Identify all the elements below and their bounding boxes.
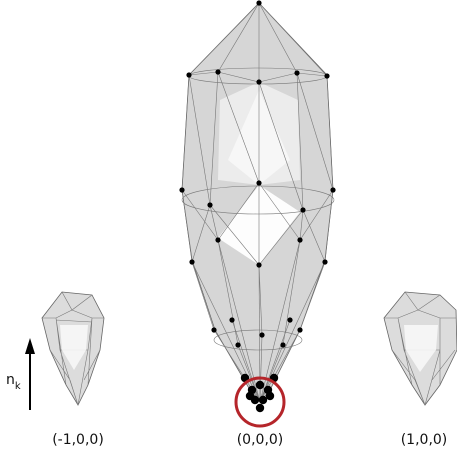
- vertex: [259, 332, 264, 337]
- vertex: [189, 259, 194, 264]
- vertex: [256, 180, 261, 185]
- vertex: [211, 327, 216, 332]
- label: (1,0,0): [401, 432, 448, 448]
- vertex: [280, 342, 285, 347]
- vertex: [322, 259, 327, 264]
- vertex: [287, 317, 292, 322]
- label: (0,0,0): [237, 432, 284, 448]
- vertex: [297, 327, 302, 332]
- arrow-head: [25, 338, 35, 354]
- polytopes: [42, 0, 457, 426]
- axis-subscript: k: [15, 381, 21, 392]
- figure: nk (-1,0,0) (0,0,0) (1,0,0): [0, 0, 457, 456]
- vertex: [256, 0, 261, 5]
- axis-base: n: [6, 372, 15, 388]
- vertex: [256, 404, 264, 412]
- vertex: [300, 207, 305, 212]
- vertex: [256, 381, 264, 389]
- label: (-1,0,0): [52, 432, 104, 448]
- vertex: [297, 237, 302, 242]
- axis-label: nk: [6, 372, 21, 392]
- vertex: [207, 202, 212, 207]
- vertex: [235, 342, 240, 347]
- vertex: [324, 73, 329, 78]
- vertex: [246, 392, 254, 400]
- vertex: [294, 70, 299, 75]
- vertex: [256, 262, 261, 267]
- vertex: [186, 72, 191, 77]
- vertex: [215, 237, 220, 242]
- vertex: [266, 392, 274, 400]
- vertex: [256, 79, 261, 84]
- vertex: [330, 187, 335, 192]
- vertex: [229, 317, 234, 322]
- vertex: [215, 69, 220, 74]
- vertex: [179, 187, 184, 192]
